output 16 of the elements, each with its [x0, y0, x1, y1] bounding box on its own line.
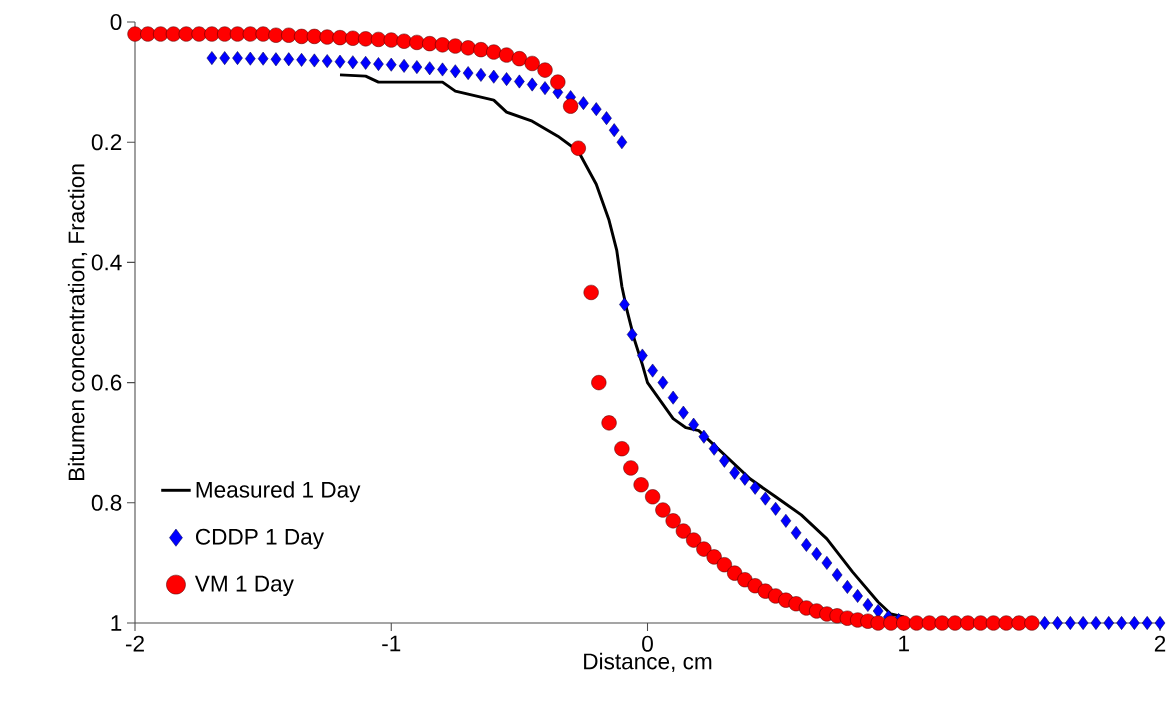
x-tick-label: -2: [125, 635, 144, 652]
legend-label: CDDP 1 Day: [195, 528, 324, 550]
legend-label: Measured 1 Day: [196, 481, 361, 503]
x-tick-label: 1: [899, 635, 909, 652]
y-tick-label: 1: [111, 615, 122, 631]
y-tick-label: 0.8: [91, 494, 122, 511]
y-tick-label: 0.6: [91, 374, 122, 391]
y-tick-label: 0: [110, 14, 122, 30]
y-axis-title: Bitumen concentration, Fraction: [67, 164, 88, 481]
y-tick-label: 0.4: [91, 254, 122, 271]
x-axis-title: Distance, cm: [584, 652, 712, 673]
x-tick-label: 0: [642, 635, 653, 652]
x-tick-label: -1: [382, 635, 401, 652]
legend-label: VM 1 Day: [194, 575, 294, 597]
y-tick-label: 0.2: [91, 134, 122, 151]
x-tick-label: 2: [1154, 635, 1166, 652]
